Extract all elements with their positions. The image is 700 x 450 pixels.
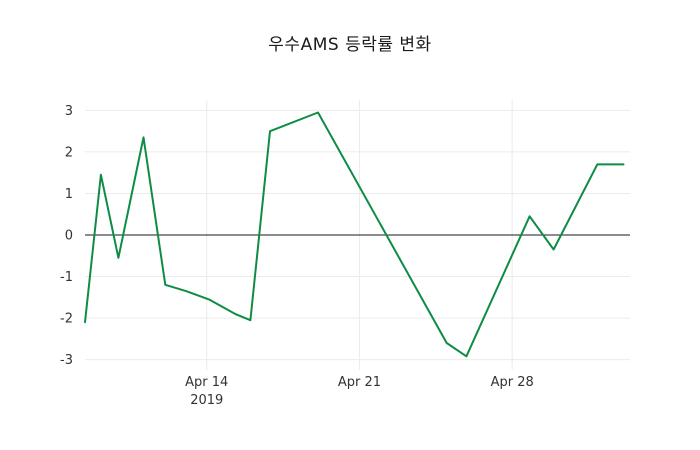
y-tick-label: 3 xyxy=(65,104,73,119)
x-tick-label: Apr 28 xyxy=(491,375,534,390)
y-tick-label: 1 xyxy=(65,187,73,202)
y-tick-label: 0 xyxy=(65,229,73,244)
y-tick-label: -2 xyxy=(60,312,73,327)
y-tick-label: -3 xyxy=(60,353,73,368)
x-tick-label: Apr 21 xyxy=(338,375,381,390)
x-tick-sublabel: 2019 xyxy=(190,393,223,408)
y-tick-label: 2 xyxy=(65,145,73,160)
series-line xyxy=(84,111,625,358)
x-tick-label: Apr 14 xyxy=(185,375,228,390)
chart-title: 우수AMS 등락률 변화 xyxy=(268,35,432,55)
y-tick-label: -1 xyxy=(60,270,73,285)
